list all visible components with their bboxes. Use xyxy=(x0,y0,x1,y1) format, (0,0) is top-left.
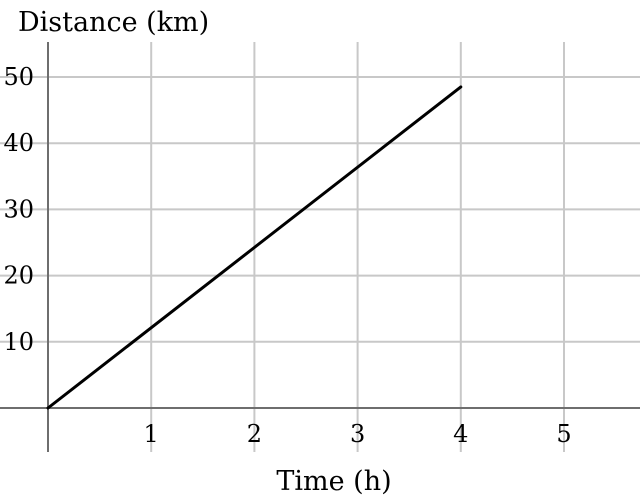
x-tick-label: 5 xyxy=(556,420,571,448)
y-tick-label: 20 xyxy=(3,262,34,290)
x-tick-label: 2 xyxy=(247,420,262,448)
y-tick-label: 50 xyxy=(3,63,34,91)
x-tick-label: 4 xyxy=(453,420,468,448)
grid xyxy=(0,42,640,452)
y-tick-label: 10 xyxy=(3,328,34,356)
x-axis-title: Time (h) xyxy=(276,466,391,497)
y-axis-title: Distance (km) xyxy=(18,7,209,38)
axes xyxy=(0,42,640,452)
x-tick-label: 3 xyxy=(350,420,365,448)
y-tick-label: 30 xyxy=(3,195,34,223)
tick-labels: 1 2 3 4 5 10 20 30 40 50 xyxy=(3,63,571,448)
x-tick-label: 1 xyxy=(144,420,159,448)
y-tick-label: 40 xyxy=(3,129,34,157)
